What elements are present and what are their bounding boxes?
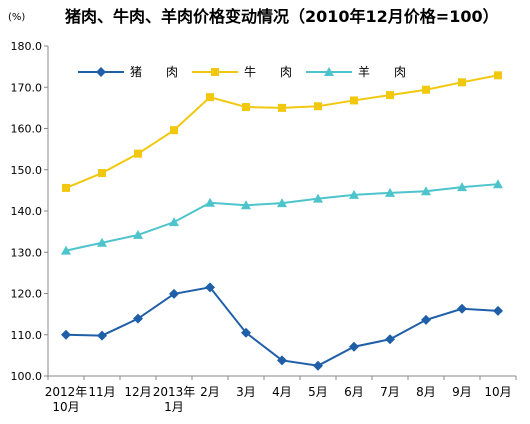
x-tick-label: 5月 xyxy=(308,385,328,399)
series-0-point xyxy=(61,329,71,340)
series-0-point xyxy=(241,327,251,338)
series-line-2 xyxy=(65,183,499,252)
series-0-point xyxy=(97,330,107,341)
x-tick-label: 10月 xyxy=(484,385,511,399)
series-1-point xyxy=(314,102,322,111)
series-0-point xyxy=(385,334,395,345)
x-tick-label: 2月 xyxy=(200,385,220,399)
series-0-point xyxy=(205,282,215,293)
series-2-point xyxy=(61,245,71,255)
y-tick-label: 170.0 xyxy=(11,81,43,94)
y-tick-label: 100.0 xyxy=(11,370,43,383)
series-1-point xyxy=(458,78,466,87)
series-1-point xyxy=(350,96,358,105)
series-1-point xyxy=(422,85,430,94)
unit-label: (%) xyxy=(8,12,25,23)
y-tick-label: 140.0 xyxy=(11,205,43,218)
x-tick-label: 10月 xyxy=(52,400,79,414)
x-tick-label: 9月 xyxy=(452,385,472,399)
series-2-point xyxy=(97,237,107,247)
series-2-point xyxy=(313,193,323,203)
series-1-point xyxy=(386,91,394,100)
series-2-point xyxy=(277,198,287,208)
y-tick-label: 160.0 xyxy=(11,123,43,136)
y-tick-label: 180.0 xyxy=(11,40,43,53)
series-0-point xyxy=(277,355,287,366)
x-tick-label: 6月 xyxy=(344,385,364,399)
series-1-point xyxy=(170,126,178,135)
series-0-point xyxy=(421,314,431,325)
series-1-point xyxy=(494,71,502,80)
series-2-point xyxy=(457,182,467,192)
y-tick-label: 150.0 xyxy=(11,164,43,177)
x-tick-label: 11月 xyxy=(88,385,115,399)
legend-marker-0 xyxy=(96,67,106,77)
series-2-point xyxy=(421,186,431,196)
legend: 猪 肉牛 肉羊 肉 xyxy=(78,64,406,79)
series-0-point xyxy=(493,305,503,316)
x-tick-label: 2013年 xyxy=(153,385,196,399)
series-1-point xyxy=(206,93,214,102)
series-1-point xyxy=(98,169,106,178)
series-2-point xyxy=(493,179,503,189)
series-1-point xyxy=(62,183,70,192)
x-tick-label: 8月 xyxy=(416,385,436,399)
series-2-point xyxy=(169,217,179,227)
series-0-point xyxy=(457,303,467,314)
legend-label-2: 羊 肉 xyxy=(358,64,406,79)
x-tick-label: 4月 xyxy=(272,385,292,399)
y-axis-ticks: 100.0 110.0 120.0 130.0 140.0 150.0 160.0 170.0… xyxy=(11,40,48,383)
legend-label-1: 牛 肉 xyxy=(244,64,292,79)
y-tick-label: 130.0 xyxy=(11,246,43,259)
x-tick-label: 12月 xyxy=(124,385,151,399)
y-tick-label: 120.0 xyxy=(11,288,43,301)
series-line-0 xyxy=(65,286,499,367)
legend-marker-1 xyxy=(211,68,219,76)
series-group xyxy=(61,71,503,371)
series-2-point xyxy=(241,200,251,210)
x-tick-label: 2012年 xyxy=(45,385,88,399)
series-0-point xyxy=(133,313,143,324)
series-2-point xyxy=(349,189,359,199)
series-0-point xyxy=(313,360,323,371)
series-2-point xyxy=(205,197,215,207)
series-2-point xyxy=(133,229,143,239)
series-1-point xyxy=(134,149,142,158)
series-0-point xyxy=(349,341,359,352)
series-line-1 xyxy=(65,74,499,189)
legend-label-0: 猪 肉 xyxy=(130,65,178,79)
series-2-point xyxy=(385,187,395,197)
series-0-point xyxy=(169,288,179,299)
x-tick-label: 3月 xyxy=(236,385,256,399)
x-tick-label: 7月 xyxy=(380,385,400,399)
legend-marker-2 xyxy=(324,67,334,76)
chart-title: 猪肉、牛肉、羊肉价格变动情况（2010年12月价格=100） xyxy=(64,7,499,26)
series-1-point xyxy=(242,103,250,112)
y-tick-label: 110.0 xyxy=(11,329,43,342)
x-tick-label: 1月 xyxy=(164,400,184,414)
series-1-point xyxy=(278,103,286,112)
